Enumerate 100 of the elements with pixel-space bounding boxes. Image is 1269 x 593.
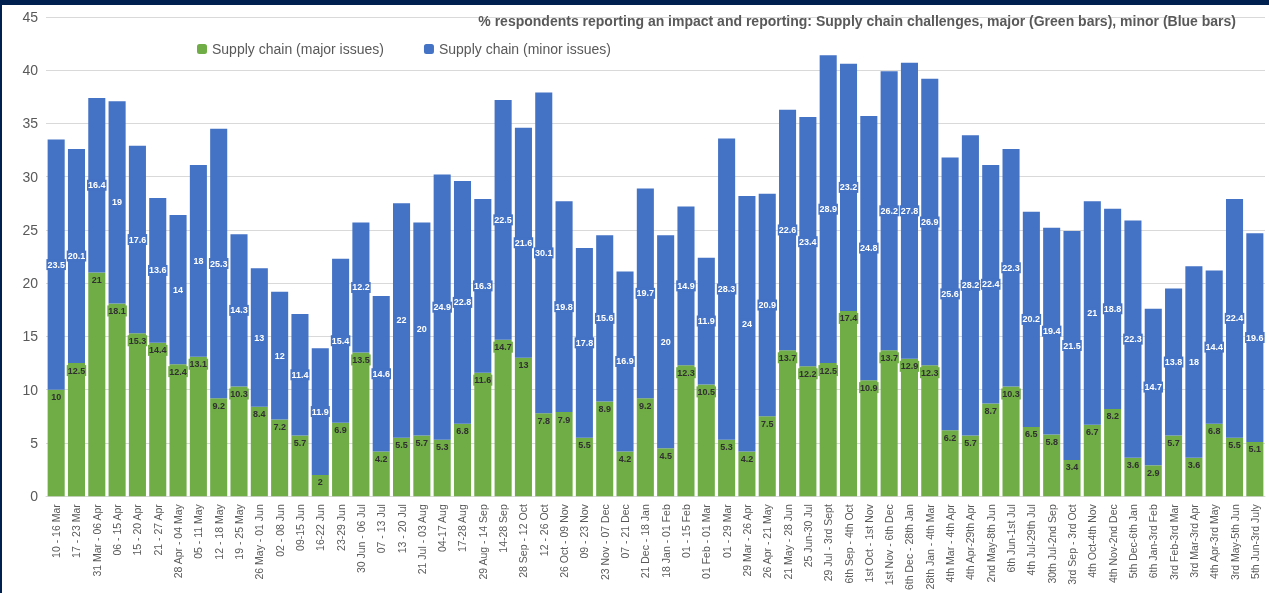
bar <box>88 97 106 273</box>
bar <box>494 339 512 497</box>
bar <box>47 389 65 497</box>
x-tick-label: 6th Dec - 28th Jan <box>903 504 916 591</box>
bar <box>88 272 106 497</box>
bar <box>779 350 797 497</box>
data-label: 22.4 <box>981 279 1000 290</box>
data-label: 5.5 <box>395 440 408 451</box>
bar <box>230 386 248 497</box>
x-tick-label: 01 Feb - 01 Mar <box>700 503 713 579</box>
data-label: 23.4 <box>799 236 817 247</box>
bar <box>697 257 715 385</box>
x-tick-label: 4th Oct-4th Nov <box>1086 503 1099 578</box>
bar <box>332 422 350 497</box>
data-label: 14.6 <box>372 368 390 379</box>
data-label: 19.7 <box>636 288 655 299</box>
data-label: 5.8 <box>1045 436 1058 447</box>
x-tick-label: 3rd Mar-3rd Apr <box>1187 503 1200 578</box>
data-label: 17.4 <box>839 313 858 324</box>
x-tick-label: 4th Apr-3rd May <box>1208 503 1221 579</box>
x-tick-label: 09-15 Jun <box>293 504 306 551</box>
bar <box>555 412 573 497</box>
x-tick-label: 09 - 23 Nov <box>578 503 591 559</box>
bar <box>128 333 146 497</box>
x-tick-label: 21 Jul - 03 Aug <box>415 504 428 575</box>
data-label: 12 <box>274 350 285 361</box>
data-label: 6.7 <box>1086 427 1099 438</box>
chart-title: % respondents reporting an impact and reporting: Supply chain challenges, major (Green bars), minor (Blue bars) <box>478 13 1237 29</box>
bar <box>210 128 228 399</box>
x-tick-label: 23 Nov - 07 Dec <box>598 504 611 581</box>
data-label: 10.3 <box>1002 389 1020 400</box>
bar <box>372 296 390 452</box>
x-tick-label: 21 May - 28 Jun <box>781 504 794 580</box>
x-tick-label: 16-22 Jun <box>314 504 327 551</box>
data-label: 11.6 <box>474 375 492 386</box>
data-label: 24 <box>741 318 752 329</box>
data-label: 14.9 <box>677 280 695 291</box>
x-tick-label: 19 - 25 May <box>233 503 246 560</box>
data-label: 5.3 <box>435 442 449 453</box>
bar <box>108 303 126 497</box>
bar <box>839 310 858 497</box>
data-label: 8.4 <box>253 409 266 420</box>
data-label: 4.2 <box>618 453 632 464</box>
data-label: 8.7 <box>984 406 997 417</box>
x-tick-label: 02 - 08 Jun <box>273 504 286 557</box>
data-label: 14.3 <box>230 305 248 316</box>
data-label: 6.5 <box>1025 429 1038 440</box>
data-label: 11.9 <box>697 316 715 327</box>
x-tick-label: 31 Mar - 06 Apr <box>90 503 103 577</box>
data-label: 14.4 <box>1205 342 1223 353</box>
data-label: 13.1 <box>189 359 208 370</box>
data-label: 16.9 <box>616 356 634 367</box>
x-tick-label: 26 Apr - 21 May <box>761 503 774 579</box>
y-tick-label: 45 <box>22 9 39 25</box>
bar <box>1205 270 1223 424</box>
bar <box>67 363 86 497</box>
data-label: 16.3 <box>474 280 492 291</box>
data-label: 5.7 <box>415 438 429 448</box>
data-label: 9.2 <box>212 400 225 411</box>
bar <box>1002 149 1020 387</box>
bar <box>1165 288 1183 436</box>
data-label: 22.6 <box>778 224 797 235</box>
data-label: 16.4 <box>88 180 106 191</box>
data-label: 13.7 <box>778 352 797 363</box>
bar <box>128 145 146 334</box>
data-label: 15.3 <box>128 335 147 346</box>
data-label: 20.9 <box>758 300 777 311</box>
x-tick-label: 3rd Feb-3rd Mar <box>1167 503 1180 581</box>
bar <box>291 314 309 436</box>
bar <box>596 235 614 402</box>
bar <box>474 199 492 373</box>
bar <box>453 180 472 424</box>
x-tick-label: 10 - 16 Mar <box>50 503 63 558</box>
x-tick-label: 25 Jun-30 Jul <box>801 504 814 568</box>
data-label: 22.8 <box>453 297 472 308</box>
x-tick-label: 17 - 23 Mar <box>70 503 83 558</box>
data-label: 17.6 <box>128 234 147 245</box>
bar <box>900 358 918 497</box>
x-tick-label: 21 - 27 Apr <box>151 503 164 556</box>
x-tick-label: 28th Jan - 4th Mar <box>923 503 936 590</box>
data-label: 22.3 <box>1002 262 1020 273</box>
y-tick-label: 15 <box>22 328 39 345</box>
bar <box>1043 227 1061 435</box>
data-label: 7.9 <box>557 414 571 425</box>
x-tick-label: 28 Sep - 12 Oct <box>517 504 530 578</box>
bar <box>677 206 695 366</box>
data-label: 26.9 <box>921 216 939 227</box>
x-tick-label: 21 Dec - 18 Jan <box>639 504 652 579</box>
x-tick-label: 12 - 18 May <box>212 503 225 560</box>
data-label: 18.1 <box>108 305 126 316</box>
bar <box>169 364 187 497</box>
data-label: 21 <box>91 275 102 286</box>
y-tick-label: 5 <box>30 434 39 451</box>
data-label: 6.8 <box>456 426 469 437</box>
legend-label: Supply chain (major issues) <box>212 41 384 57</box>
data-label: 8.9 <box>598 403 611 414</box>
bar <box>900 62 918 359</box>
bar <box>67 149 86 364</box>
x-tick-label: 6th Jun-1st Jul <box>1005 504 1018 573</box>
bar <box>982 165 1000 404</box>
